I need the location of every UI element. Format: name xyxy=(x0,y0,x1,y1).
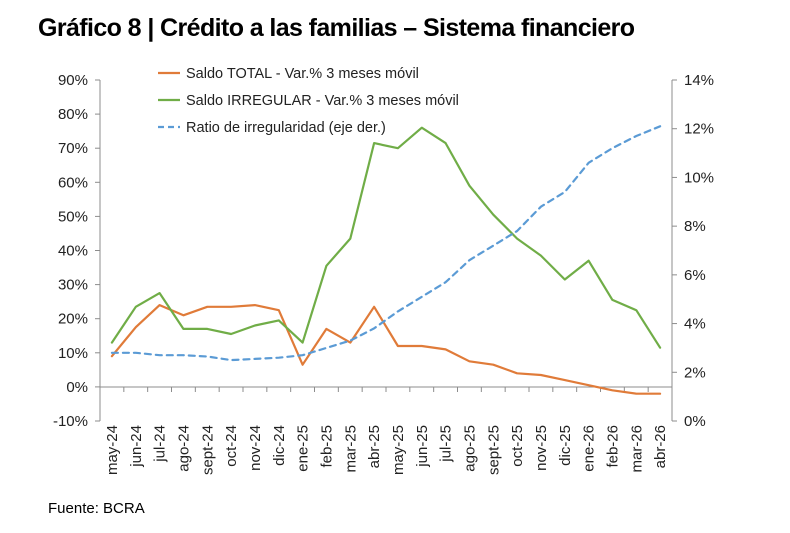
x-tick-label: jul-24 xyxy=(152,425,169,463)
right-tick-label: 8% xyxy=(684,218,706,235)
x-tick-label: abr-25 xyxy=(366,425,383,468)
x-tick-label: jun-25 xyxy=(414,425,431,468)
legend-label-1: Saldo TOTAL - Var.% 3 meses móvil xyxy=(186,66,419,82)
left-tick-label: 10% xyxy=(58,345,88,362)
left-tick-label: -10% xyxy=(53,413,88,430)
legend-label-3: Ratio de irregularidad (eje der.) xyxy=(186,120,386,136)
x-tick-label: jun-24 xyxy=(128,425,145,468)
x-tick-label: oct-24 xyxy=(223,425,240,467)
right-tick-label: 4% xyxy=(684,316,706,333)
right-tick-label: 12% xyxy=(684,121,714,138)
series-line-1 xyxy=(110,304,662,395)
x-tick-label: nov-25 xyxy=(533,425,550,471)
x-tick-label: mar-26 xyxy=(628,425,645,473)
left-tick-label: 60% xyxy=(58,174,88,191)
legend-label-2: Saldo IRREGULAR - Var.% 3 meses móvil xyxy=(186,93,459,109)
right-axis-ticks: 0% 2% 4% 6% 8% 10% 12% 14% xyxy=(672,72,714,430)
x-tick-label: abr-26 xyxy=(652,425,669,468)
series-lines xyxy=(110,125,662,395)
left-tick-label: 20% xyxy=(58,311,88,328)
x-tick-label: feb-26 xyxy=(604,425,621,468)
x-tick-label: ago-25 xyxy=(461,425,478,472)
left-tick-label: 50% xyxy=(58,208,88,225)
x-tick-label: dic-25 xyxy=(557,425,574,466)
left-tick-label: 30% xyxy=(58,277,88,294)
x-tick-label: ago-24 xyxy=(175,425,192,472)
x-tick-label: may-25 xyxy=(390,425,407,475)
right-tick-label: 6% xyxy=(684,267,706,284)
x-tick-label: sept-25 xyxy=(485,425,502,475)
x-tick-label: sept-24 xyxy=(199,425,216,475)
right-tick-label: 0% xyxy=(684,413,706,430)
legend: Saldo TOTAL - Var.% 3 meses móvil Saldo I… xyxy=(158,66,459,136)
x-axis-ticks: may-24 jun-24 jul-24 ago-24 sept-24 oct-24 nov… xyxy=(99,387,673,475)
left-tick-label: 80% xyxy=(58,106,88,123)
right-tick-label: 10% xyxy=(684,169,714,186)
x-tick-label: dic-24 xyxy=(271,425,288,466)
x-tick-label: feb-25 xyxy=(318,425,335,468)
chart-title: Gráfico 8 | Crédito a las familias – Sis… xyxy=(38,14,635,42)
right-tick-label: 14% xyxy=(684,72,714,89)
x-tick-label: nov-24 xyxy=(247,425,264,471)
x-tick-label: ene-26 xyxy=(581,425,598,472)
x-tick-label: mar-25 xyxy=(342,425,359,473)
series-line-2 xyxy=(110,126,662,349)
x-tick-label: jul-25 xyxy=(438,425,455,463)
left-tick-label: 90% xyxy=(58,72,88,89)
x-tick-label: may-24 xyxy=(104,425,121,475)
left-tick-label: 70% xyxy=(58,140,88,157)
left-axis-ticks: -10% 0% 10% 20% 30% 40% 50% 60% 70% 80% 90% xyxy=(53,72,100,430)
series-line-3 xyxy=(110,125,662,362)
right-tick-label: 2% xyxy=(684,364,706,381)
x-tick-label: ene-25 xyxy=(295,425,312,472)
x-tick-label: oct-25 xyxy=(509,425,526,467)
source-note: Fuente: BCRA xyxy=(48,500,145,517)
left-tick-label: 40% xyxy=(58,243,88,260)
left-tick-label: 0% xyxy=(66,379,88,396)
